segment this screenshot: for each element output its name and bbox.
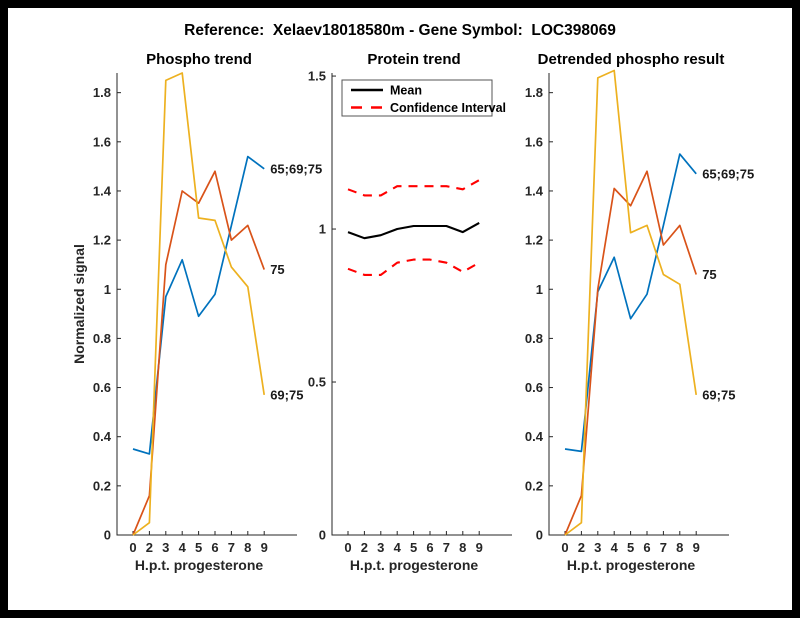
chart1-ytick-label: 1 [104,282,111,297]
chart1-xtick-label: 8 [244,540,251,555]
chart1-line-end-label: 65;69;75 [270,161,322,176]
chart2-title: Protein trend [367,51,460,68]
figure-canvas: Reference: Xelaev18018580m - Gene Symbol… [8,8,792,610]
chart1-line-69-75 [132,72,266,536]
chart3-line-69-75 [564,69,698,536]
chart2-legend-label: Mean [390,84,422,98]
chart2-line-mean [347,221,480,240]
chart3-title: Detrended phospho result [538,51,725,68]
chart3-ytick-label: 1 [536,282,543,297]
chart3-ytick-label: 0 [536,528,543,543]
chart3-ytick-label: 0.6 [525,380,543,395]
chart2-line-confidence-interval-lower [347,258,480,276]
chart2-line-confidence-interval-upper [347,179,480,197]
chart2-xtick-label: 2 [361,540,368,555]
chart3-line-75 [564,170,698,536]
charts-svg: Phospho trend 0 0.2 0.4 0.6 0.8 1 1.2 1.4 1.6 1.8 0… [71,51,754,573]
chart2-xtick-label: 0 [344,540,351,555]
chart3-line-65-69-75 [564,153,697,453]
chart1-ytick-label: 1.6 [93,134,111,149]
chart1-ytick-label: 0.6 [93,380,111,395]
chart3-ytick-label: 1.2 [525,233,543,248]
chart1-xtick-label: 5 [195,540,202,555]
chart1-ytick-label: 0.4 [93,429,112,444]
chart1-ytick-label: 1.2 [93,233,111,248]
chart1-xtick-label: 7 [228,540,235,555]
chart3-xtick-label: 7 [660,540,667,555]
chart2-xtick-label: 8 [459,540,466,555]
chart3-ytick-label: 1.6 [525,134,543,149]
chart2-ytick-label: 0 [319,528,326,543]
chart1-xtick-label: 6 [211,540,218,555]
chart1-xaxis-label: H.p.t. progesterone [135,557,264,573]
chart2-legend-label: Confidence Interval [390,101,506,115]
chart1-xtick-label: 4 [179,540,187,555]
chart1-xtick-label: 3 [162,540,169,555]
chart3-line-end-label: 75 [702,267,716,282]
chart1-yaxis-label: Normalized signal [71,244,87,364]
chart1-ytick-label: 0.8 [93,331,111,346]
chart2-xaxis-label: H.p.t. progesterone [350,557,479,573]
chart2-xtick-label: 5 [410,540,417,555]
chart3-xtick-label: 9 [693,540,700,555]
chart3-ytick-label: 0.8 [525,331,543,346]
figure-title: Reference: Xelaev18018580m - Gene Symbol… [184,22,616,39]
chart3-ytick-label: 0.2 [525,478,543,493]
chart1-line-end-label: 69;75 [270,387,303,402]
chart2-xtick-label: 3 [377,540,384,555]
chart2-ytick-label: 1.5 [308,69,326,84]
chart1-xtick-label: 2 [146,540,153,555]
chart1-ytick-label: 1.4 [93,183,112,198]
chart1-ytick-label: 1.8 [93,85,111,100]
chart1-title: Phospho trend [146,51,252,68]
chart3-ytick-label: 1.8 [525,85,543,100]
chart2-ytick-label: 0.5 [308,375,326,390]
chart3-axes-spines [548,73,729,536]
chart2-xtick-label: 4 [394,540,402,555]
chart3-xtick-label: 2 [578,540,585,555]
chart3-xaxis-label: H.p.t. progesterone [567,557,696,573]
chart3-xtick-label: 4 [611,540,619,555]
chart3-xtick-label: 3 [594,540,601,555]
chart2-xtick-label: 6 [426,540,433,555]
chart3-ytick-label: 1.4 [525,183,544,198]
chart2-xtick-label: 9 [476,540,483,555]
chart3-xtick-label: 0 [561,540,568,555]
chart3-line-end-label: 69;75 [702,387,735,402]
chart3-xtick-label: 6 [643,540,650,555]
chart2-xtick-label: 7 [443,540,450,555]
chart1-xtick-label: 0 [129,540,136,555]
chart3-xtick-label: 8 [676,540,683,555]
chart3-xtick-label: 5 [627,540,634,555]
chart1-ytick-label: 0 [104,528,111,543]
chart1-xtick-label: 9 [261,540,268,555]
chart3-line-end-label: 65;69;75 [702,166,754,181]
chart1-line-end-label: 75 [270,262,284,277]
chart1-ytick-label: 0.2 [93,478,111,493]
chart2-axes-spines [331,73,512,536]
chart2-legend-box [341,79,493,117]
chart2-ytick-label: 1 [319,222,326,237]
chart3-ytick-label: 0.4 [525,429,544,444]
chart1-line-65-69-75 [132,155,265,455]
chart1-line-75 [132,170,265,536]
